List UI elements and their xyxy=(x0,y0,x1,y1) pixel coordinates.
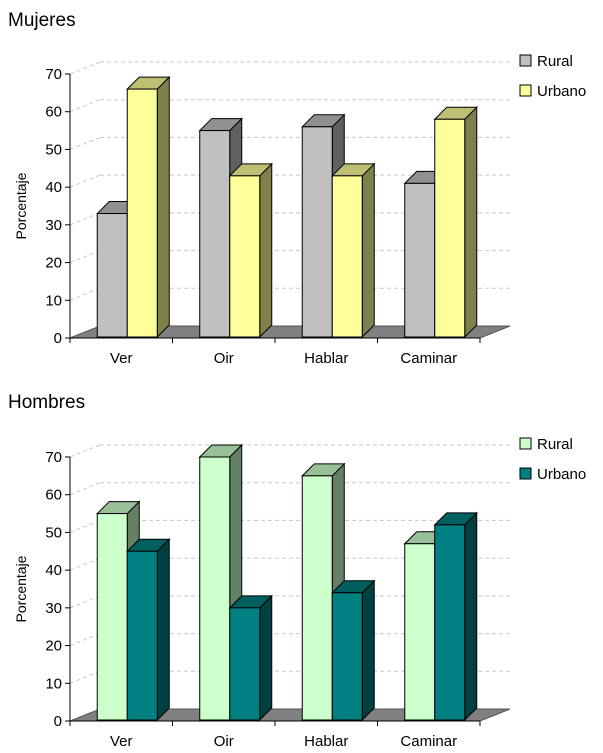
gridline-side xyxy=(69,633,101,647)
y-tick-label: 20 xyxy=(45,255,62,272)
gridline-side xyxy=(69,287,101,301)
legend-label-rural: Rural xyxy=(537,436,573,453)
x-tick-label-hablar: Hablar xyxy=(304,350,348,367)
bar-urbano-oir xyxy=(228,594,273,722)
legend-label-urbano: Urbano xyxy=(537,83,586,100)
bar-urbano-caminar xyxy=(433,511,478,722)
y-axis-title: Porcentaje xyxy=(13,172,29,239)
y-tick-label: 30 xyxy=(45,217,62,234)
legend-swatch-urbano xyxy=(519,467,532,480)
x-tick-label-caminar: Caminar xyxy=(400,733,457,750)
y-tick-label: 10 xyxy=(45,675,62,692)
gridline-side xyxy=(69,136,101,150)
y-tick-label: 0 xyxy=(54,330,62,347)
y-tick-label: 50 xyxy=(45,524,62,541)
gridline-side xyxy=(69,99,101,113)
x-tick-label-caminar: Caminar xyxy=(400,350,457,367)
legend-label-rural: Rural xyxy=(537,53,573,70)
gridline-side xyxy=(69,250,101,264)
bar-urbano-oir xyxy=(228,162,273,339)
y-tick-label: 20 xyxy=(45,638,62,655)
x-tick-label-hablar: Hablar xyxy=(304,733,348,750)
legend-swatch-rural xyxy=(519,54,532,67)
bar-urbano-ver xyxy=(126,538,171,722)
y-tick-label: 50 xyxy=(45,141,62,158)
y-tick-label: 60 xyxy=(45,487,62,504)
y-tick-label: 70 xyxy=(45,66,62,83)
bar-chart-hombres: 0 10 20 30 40 50 60 70 Ver Oir Hablar Caminar Porcen… xyxy=(13,436,586,750)
gridline-side xyxy=(69,519,101,533)
y-tick-label: 30 xyxy=(45,600,62,617)
bar-urbano-ver xyxy=(126,75,171,339)
y-tick-label: 0 xyxy=(54,713,62,730)
gridline-side xyxy=(69,61,101,75)
x-tick-label-oir: Oir xyxy=(214,733,234,750)
y-tick-label: 60 xyxy=(45,104,62,121)
bar-urbano-hablar xyxy=(331,162,376,339)
y-tick-label: 40 xyxy=(45,179,62,196)
legend-swatch-rural xyxy=(519,437,532,450)
bar-chart-mujeres: 0 10 20 30 40 50 60 70 Ver Oir Hablar Caminar Porcen… xyxy=(13,53,586,367)
gridline-side xyxy=(69,595,101,609)
gridline-side xyxy=(69,444,101,458)
x-tick-label-ver: Ver xyxy=(110,733,133,750)
y-tick-label: 70 xyxy=(45,449,62,466)
gridline-side xyxy=(69,174,101,188)
legend-swatch-urbano xyxy=(519,84,532,97)
gridline-side xyxy=(69,670,101,684)
bar-urbano-hablar xyxy=(331,579,376,722)
chart-title-mujeres: Mujeres xyxy=(8,10,76,31)
y-tick-label: 40 xyxy=(45,562,62,579)
y-tick-label: 10 xyxy=(45,292,62,309)
x-tick-label-oir: Oir xyxy=(214,350,234,367)
chart-title-hombres: Hombres xyxy=(8,392,86,413)
gridline-side xyxy=(69,482,101,496)
x-tick-label-ver: Ver xyxy=(110,350,133,367)
bar-urbano-caminar xyxy=(433,106,478,339)
legend-label-urbano: Urbano xyxy=(537,466,586,483)
gridline-side xyxy=(69,557,101,571)
y-axis-title: Porcentaje xyxy=(13,555,29,622)
gridline-side xyxy=(69,212,101,226)
